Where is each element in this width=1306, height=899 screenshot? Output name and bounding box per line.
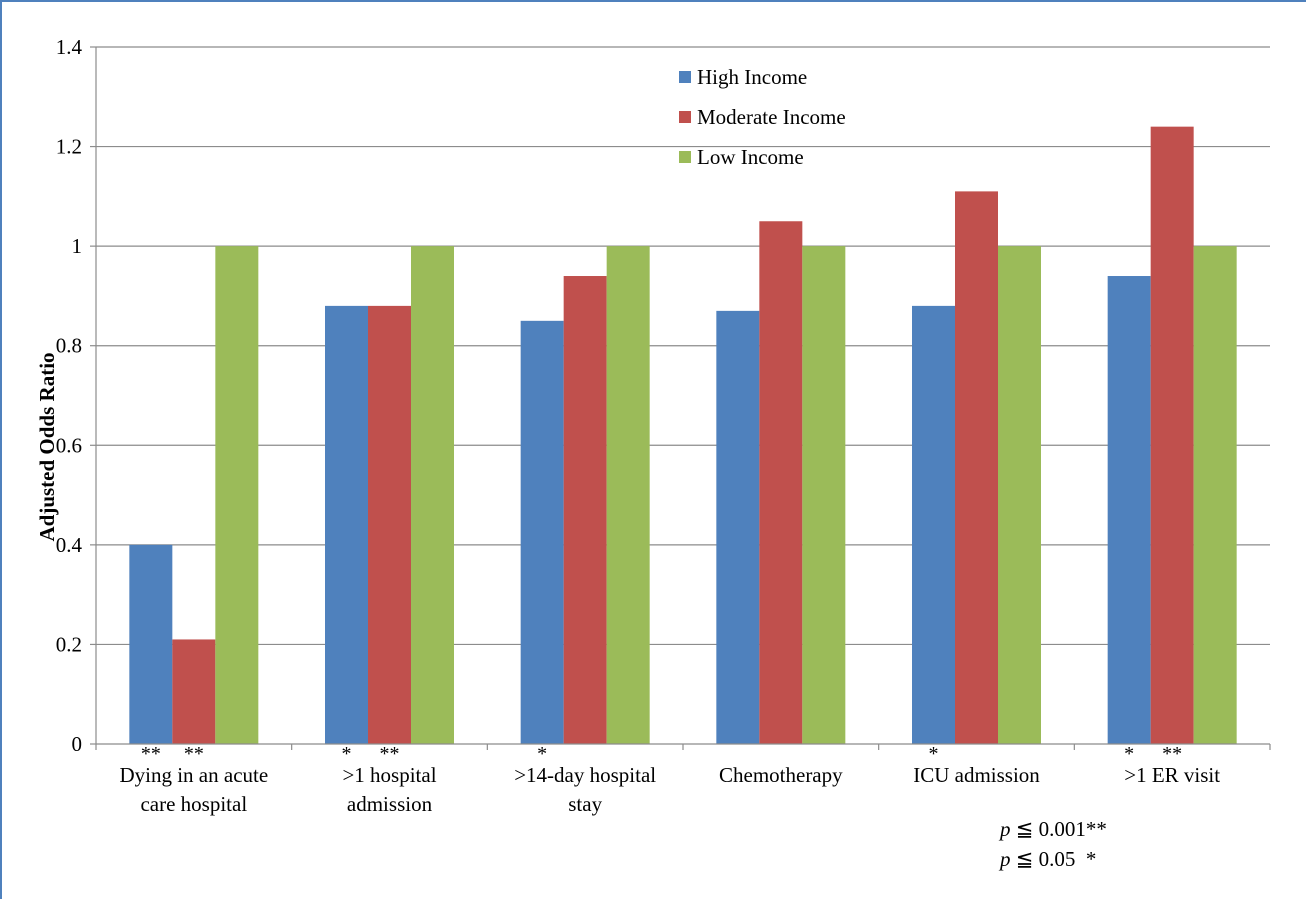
x-tick-label: Dying in an acute [119, 763, 268, 787]
bar [215, 246, 259, 744]
bars [129, 126, 1237, 745]
significance-marker: * [929, 743, 939, 765]
x-tick-label: admission [347, 792, 433, 816]
y-tick-label: 0.2 [56, 632, 82, 656]
significance-notes: p ≦ 0.001**p ≦ 0.05 * [998, 817, 1107, 871]
y-axis-ticks: 0 0.2 0.4 0.6 0.8 1 1.2 1.4 [56, 35, 96, 756]
bar [1150, 126, 1194, 744]
bar [1193, 246, 1237, 744]
significance-markers: ** ** * ** * * * ** [141, 743, 1182, 765]
legend-swatch [679, 71, 691, 83]
y-tick-label: 0 [72, 732, 83, 756]
bar [411, 246, 454, 744]
y-tick-label: 0.4 [56, 533, 83, 557]
bar [368, 305, 411, 744]
note-text: ≦ 0.001** [1011, 817, 1107, 841]
bar [172, 639, 216, 744]
significance-note: p ≦ 0.05 * [998, 847, 1096, 871]
bar [912, 305, 955, 744]
significance-note: p ≦ 0.001** [998, 817, 1107, 841]
note-p-symbol: p [998, 817, 1011, 841]
bar [606, 246, 650, 744]
x-tick-label: Chemotherapy [719, 763, 843, 787]
bar [998, 246, 1041, 744]
gridlines [96, 46, 1270, 646]
x-tick-label: >14-day hospital [514, 763, 656, 787]
bar [325, 305, 368, 744]
significance-marker: ** [141, 743, 161, 765]
y-tick-label: 1 [72, 234, 83, 258]
y-tick-label: 1.2 [56, 135, 82, 159]
note-p-symbol: p [998, 847, 1011, 871]
y-tick-label: 0.6 [56, 433, 82, 457]
bar [955, 191, 998, 745]
y-axis-label: Adjusted Odds Ratio [35, 352, 59, 541]
bar [716, 310, 760, 744]
note-text: ≦ 0.05 * [1011, 847, 1097, 871]
legend-swatch [679, 111, 691, 123]
significance-marker: ** [1162, 743, 1182, 765]
y-tick-label: 1.4 [56, 35, 83, 59]
significance-marker: * [1124, 743, 1134, 765]
y-tick-label: 0.8 [56, 334, 82, 358]
legend-label: High Income [697, 65, 807, 89]
legend: High Income Moderate Income Low Income [679, 65, 846, 169]
bar [129, 544, 173, 744]
legend-label: Low Income [697, 145, 804, 169]
x-tick-label: >1 hospital [342, 763, 436, 787]
bar [563, 276, 607, 744]
x-tick-label: >1 ER visit [1124, 763, 1220, 787]
x-tick-label: stay [568, 792, 602, 816]
significance-marker: * [537, 743, 547, 765]
x-axis: Dying in an acute care hospital >1 hospita… [95, 47, 1271, 816]
bar [759, 221, 803, 744]
legend-swatch [679, 151, 691, 163]
bar [1107, 276, 1151, 744]
bar [802, 246, 846, 744]
x-tick-label: care hospital [140, 792, 247, 816]
significance-marker: ** [380, 743, 400, 765]
significance-marker: ** [184, 743, 204, 765]
legend-label: Moderate Income [697, 105, 846, 129]
x-tick-label: ICU admission [913, 763, 1040, 787]
significance-marker: * [342, 743, 352, 765]
bar [520, 320, 564, 744]
